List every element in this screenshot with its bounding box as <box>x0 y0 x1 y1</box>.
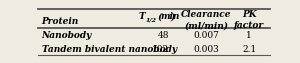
Text: Clearance: Clearance <box>181 10 231 19</box>
Text: ): ) <box>171 12 175 21</box>
Text: factor: factor <box>234 21 264 30</box>
Text: 2.1: 2.1 <box>242 45 256 54</box>
Text: 102: 102 <box>152 45 169 54</box>
Text: 1: 1 <box>246 31 252 40</box>
Text: 1/2: 1/2 <box>146 18 157 23</box>
Text: 0.007: 0.007 <box>193 31 219 40</box>
Text: Tandem bivalent nanobody: Tandem bivalent nanobody <box>42 45 177 54</box>
Text: min: min <box>160 12 180 21</box>
Text: 0.003: 0.003 <box>193 45 219 54</box>
Text: 48: 48 <box>158 31 169 40</box>
Text: PK: PK <box>242 10 256 19</box>
Text: Protein: Protein <box>42 17 79 26</box>
Text: Nanobody: Nanobody <box>42 31 92 40</box>
Text: (: ( <box>155 12 163 21</box>
Text: T: T <box>139 12 145 21</box>
Text: (ml/min): (ml/min) <box>184 21 228 30</box>
